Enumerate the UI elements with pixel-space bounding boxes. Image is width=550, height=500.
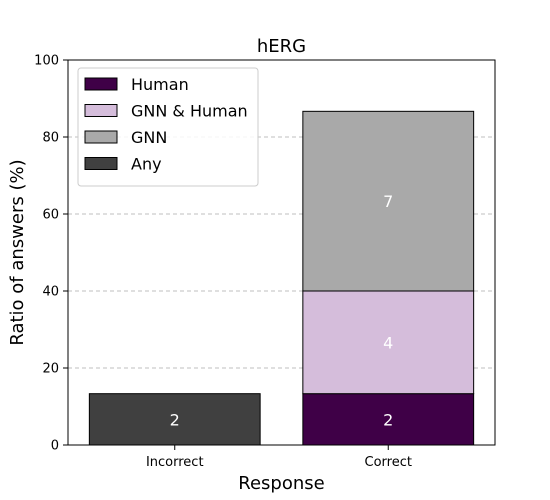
- legend-swatch-any: [84, 157, 118, 170]
- bars: [88, 110, 475, 446]
- legend-label-gnn-human: GNN & Human: [131, 102, 248, 121]
- legend-label-gnn: GNN: [131, 128, 167, 147]
- chart-title: hERG: [257, 36, 306, 57]
- y-tick-label-100: 100: [34, 54, 59, 69]
- legend-label-any: Any: [131, 155, 162, 174]
- y-axis-label: Ratio of answers (%): [7, 159, 28, 345]
- y-axis: 0 20 40 60 80 100: [34, 54, 68, 454]
- bar-incorrect-any: [88, 393, 261, 446]
- legend-swatch-human: [84, 77, 118, 91]
- x-axis: Incorrect Correct: [146, 445, 412, 470]
- bar-correct-gnn-human: [302, 290, 475, 395]
- data-label-incorrect-any: 2: [170, 410, 180, 429]
- legend-frame: [77, 67, 259, 187]
- legend-swatch-gnn: [84, 130, 118, 144]
- legend: Human GNN & Human GNN Any: [77, 67, 259, 187]
- plot-frame: [67, 59, 496, 446]
- data-label-correct-gnn: 7: [383, 192, 393, 211]
- x-tick-label-incorrect: Incorrect: [146, 455, 204, 470]
- legend-swatch-gnn-human: [84, 104, 118, 117]
- y-tick-label-60: 60: [42, 208, 59, 223]
- y-tick-label-40: 40: [42, 285, 59, 300]
- data-label-correct-human: 2: [383, 410, 393, 429]
- y-tick-label-20: 20: [42, 362, 59, 377]
- x-tick-label-correct: Correct: [365, 455, 412, 470]
- x-axis-label: Response: [238, 473, 324, 494]
- y-tick-label-80: 80: [42, 131, 59, 146]
- y-tick-label-0: 0: [51, 439, 59, 454]
- data-label-correct-gnn-human: 4: [383, 333, 393, 352]
- data-labels: 2 2 4 7: [170, 192, 394, 429]
- legend-label-human: Human: [131, 75, 189, 94]
- bar-correct-gnn: [302, 110, 475, 292]
